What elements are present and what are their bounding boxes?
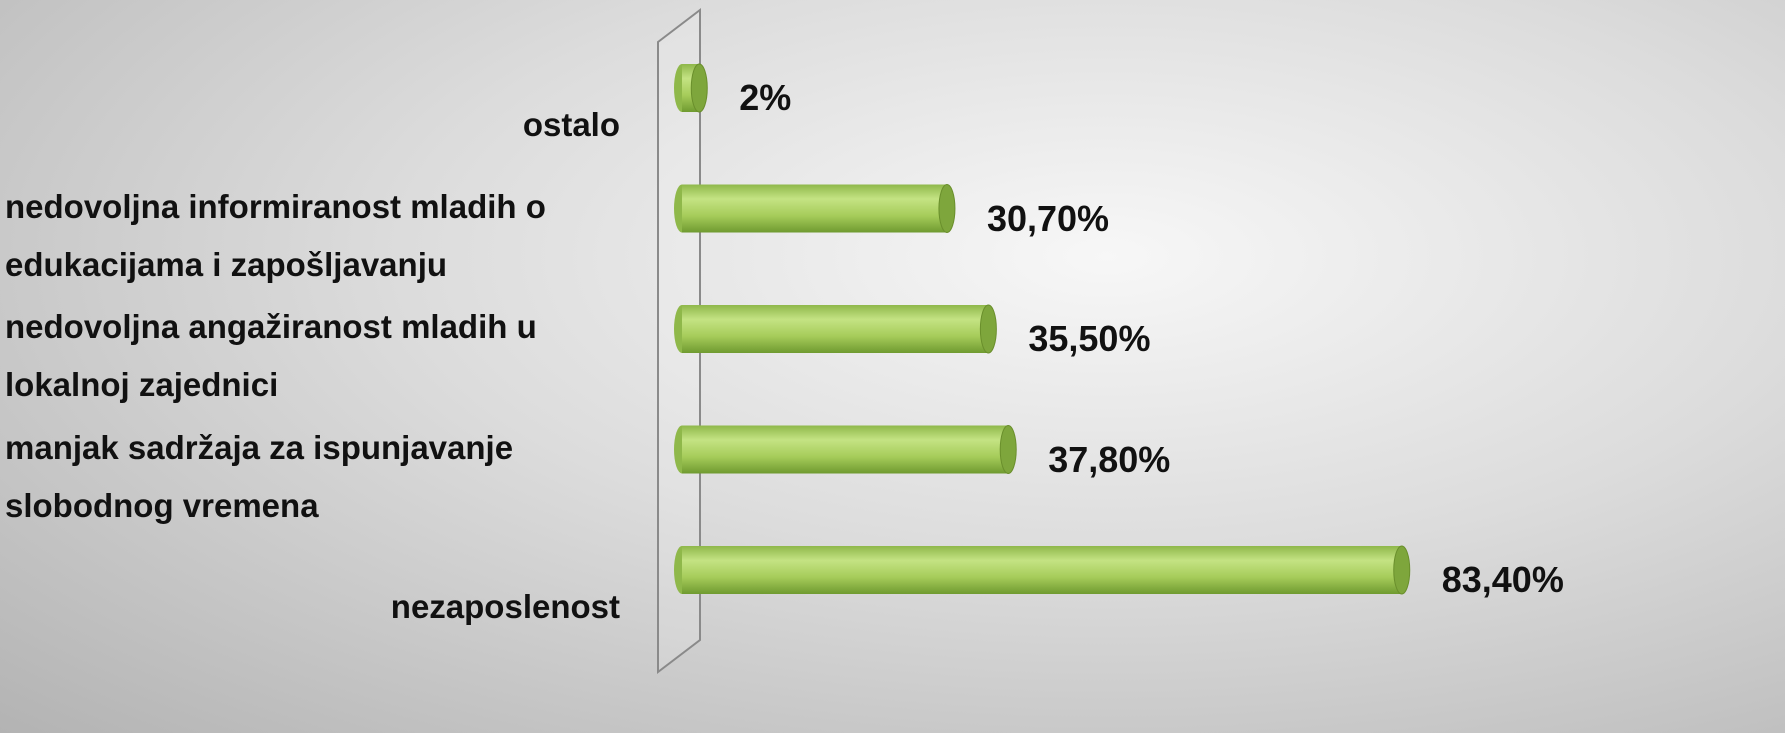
category-label: nedovoljna informiranost mladih o edukac… — [5, 187, 546, 283]
bar-end — [1393, 545, 1411, 595]
bar — [682, 425, 1009, 474]
category-label: ostalo — [522, 106, 620, 143]
value-label: 30,70% — [986, 197, 1110, 239]
bar — [682, 184, 947, 233]
bar-end — [999, 425, 1017, 474]
category-label: manjak sadržaja za ispunjavanje slobodno… — [5, 428, 514, 524]
value-label: 83,40% — [1441, 559, 1564, 600]
bar-end — [938, 184, 956, 233]
bar-end — [690, 63, 708, 113]
value-label: 2% — [739, 77, 792, 118]
category-label: nedovoljna angažiranost mladih u lokalno… — [5, 308, 537, 403]
category-label: nezaposlenost — [390, 588, 620, 625]
bar-end — [979, 304, 997, 354]
bar — [682, 305, 989, 353]
value-label: 37,80% — [1048, 438, 1171, 480]
value-label: 35,50% — [1028, 318, 1151, 359]
bar — [682, 546, 1402, 594]
